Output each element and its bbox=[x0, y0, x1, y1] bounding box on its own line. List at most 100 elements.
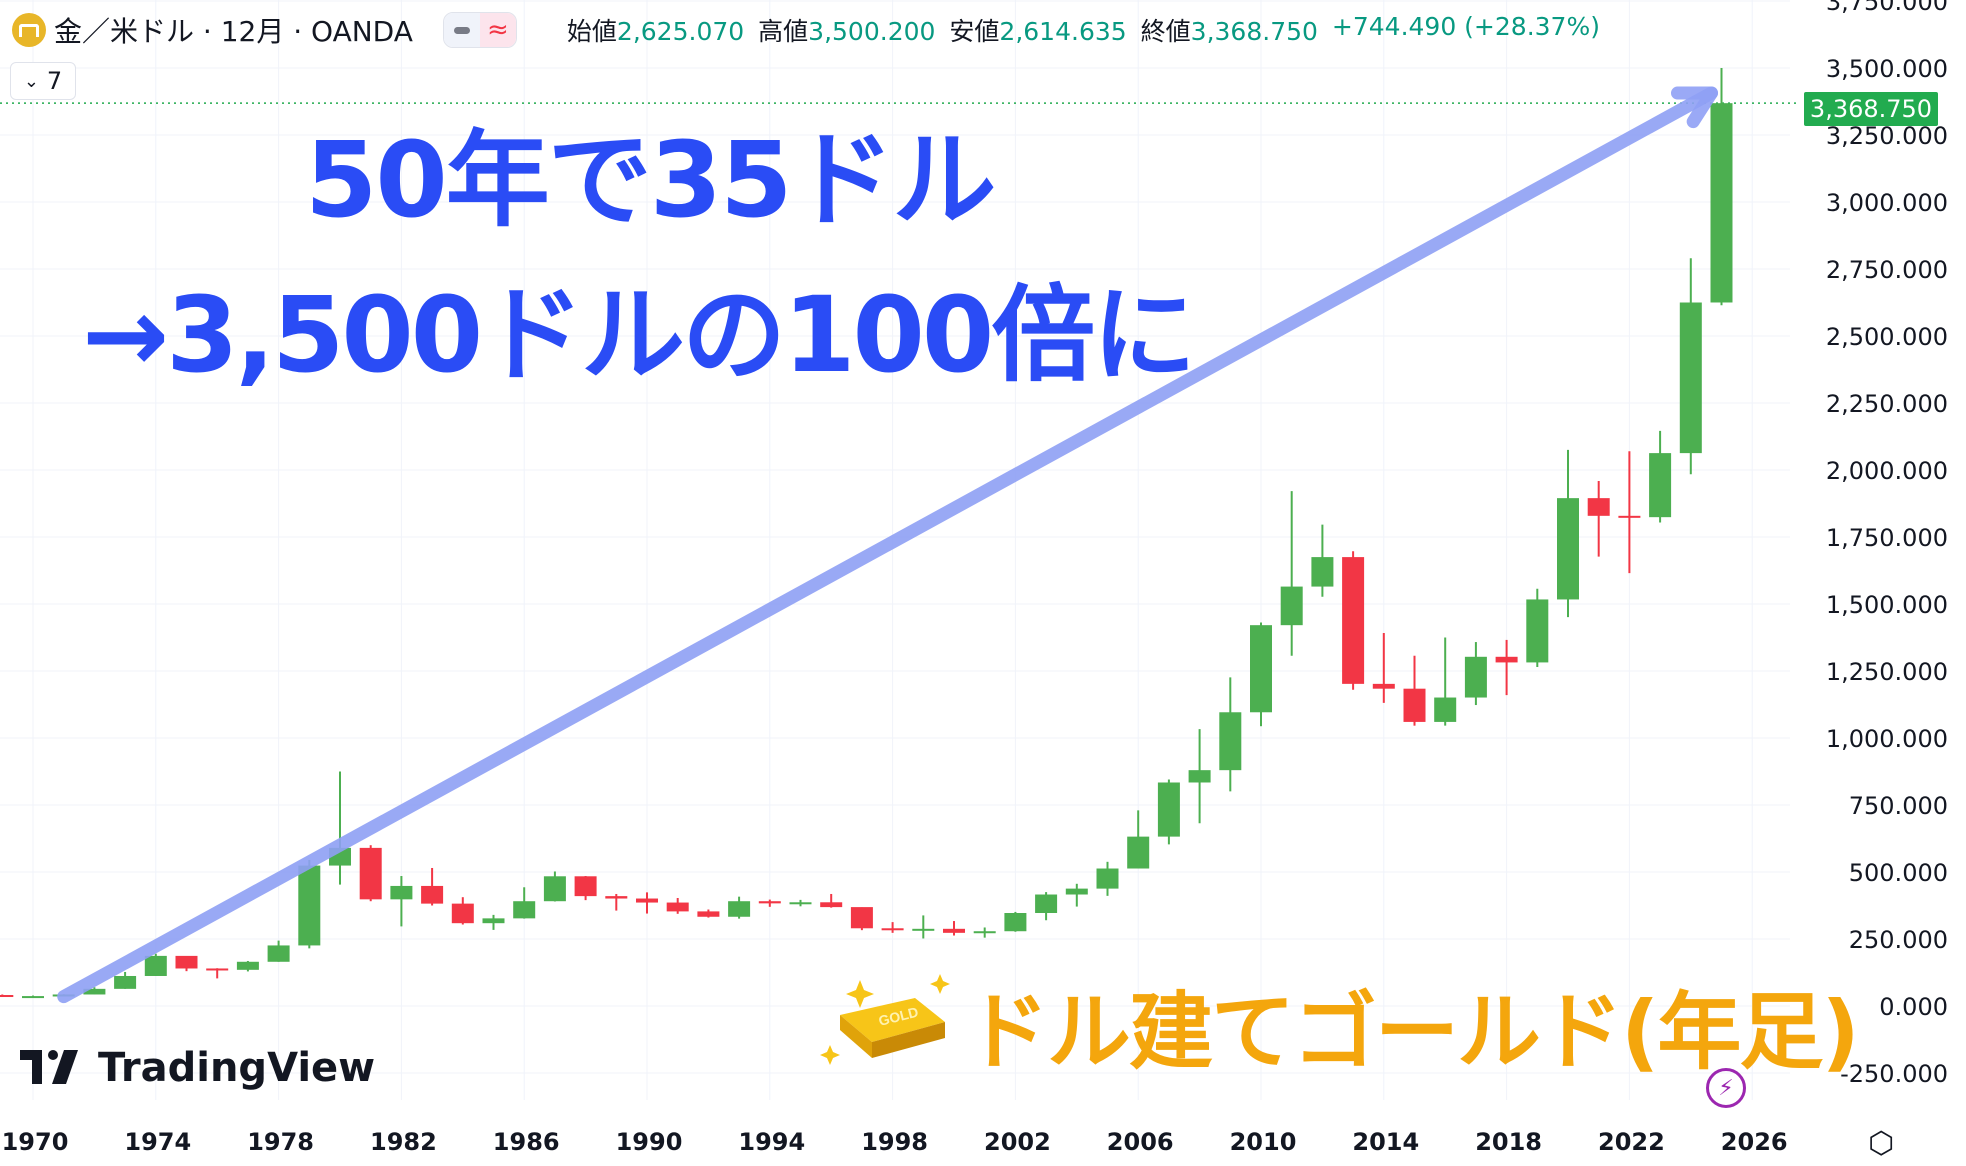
current-price-tag: 3,368.750 bbox=[1804, 92, 1938, 126]
high-value: 3,500.200 bbox=[808, 17, 936, 46]
candle-body bbox=[390, 885, 413, 900]
x-tick-label: 2010 bbox=[1230, 1128, 1297, 1156]
chart-grid bbox=[0, 0, 1800, 1100]
symbol-name[interactable]: 金／米ドル · 12月 · OANDA bbox=[54, 15, 413, 48]
x-tick-label: 2022 bbox=[1598, 1128, 1665, 1156]
candle-body bbox=[1096, 868, 1119, 889]
low-label: 安値 bbox=[949, 17, 1000, 46]
y-tick-label: 2,500.000 bbox=[1826, 323, 1948, 351]
candle-body bbox=[1495, 656, 1518, 663]
candle-body bbox=[1311, 557, 1334, 587]
x-tick-label: 2002 bbox=[984, 1128, 1051, 1156]
candle-body bbox=[1342, 557, 1365, 684]
candle-body bbox=[605, 896, 628, 899]
candle-body bbox=[666, 902, 689, 912]
candle-body bbox=[1403, 688, 1426, 722]
chevron-down-icon: ⌄ bbox=[23, 70, 39, 92]
gold-symbol-icon bbox=[12, 13, 46, 47]
tradingview-logo-text: TradingView bbox=[98, 1045, 376, 1091]
candle-body bbox=[0, 995, 14, 998]
candle-body bbox=[912, 928, 935, 931]
tradingview-logo[interactable]: TradingView bbox=[20, 1045, 375, 1091]
candle-body bbox=[298, 865, 321, 946]
chart-mode-toggle[interactable]: ≈ bbox=[442, 12, 517, 48]
y-tick-label: 3,500.000 bbox=[1826, 55, 1948, 83]
y-tick-label: 1,250.000 bbox=[1826, 658, 1948, 686]
candle-body bbox=[789, 902, 812, 905]
x-tick-label: 1994 bbox=[738, 1128, 805, 1156]
gold-bar-icon: GOLD bbox=[820, 960, 960, 1074]
candle-body bbox=[881, 928, 904, 931]
x-tick-label: 1970 bbox=[2, 1128, 69, 1156]
candle-body bbox=[1372, 683, 1395, 689]
price-axis: -250.000 0.000 250.000 500.000 750.000 1,000.… bbox=[1826, 0, 1948, 1088]
candle-body bbox=[1035, 894, 1058, 914]
close-label: 終値 bbox=[1140, 17, 1191, 46]
candle-body bbox=[1219, 712, 1242, 771]
candle-body bbox=[697, 911, 720, 917]
y-tick-label: 500.000 bbox=[1849, 859, 1948, 887]
x-tick-label: 1982 bbox=[370, 1128, 437, 1156]
headline-annotation-2: →3,500ドルの100倍に bbox=[82, 274, 1196, 396]
candle-body bbox=[820, 902, 843, 908]
candle-body bbox=[1587, 498, 1610, 516]
approx-icon[interactable]: ≈ bbox=[479, 13, 516, 47]
candle-body bbox=[83, 988, 106, 995]
ohlc-readout: 始値2,625.070 高値3,500.200 安値2,614.635 終値3,… bbox=[567, 12, 1600, 48]
candle-body bbox=[1004, 913, 1027, 932]
candle-body bbox=[1250, 625, 1272, 713]
headline-annotation: 50年で35ドル bbox=[305, 119, 996, 241]
close-value: 3,368.750 bbox=[1190, 17, 1318, 46]
candle-body bbox=[451, 903, 474, 924]
candle-body bbox=[206, 968, 229, 971]
x-tick-label: 2014 bbox=[1352, 1128, 1419, 1156]
x-tick-label: 1998 bbox=[861, 1128, 928, 1156]
y-tick-label: 2,750.000 bbox=[1826, 256, 1948, 284]
candle-body bbox=[1434, 697, 1457, 722]
candle-body bbox=[22, 996, 44, 999]
y-tick-label: 3,750.000 bbox=[1826, 0, 1948, 16]
y-tick-label: 3,000.000 bbox=[1826, 189, 1948, 217]
candle-body bbox=[1710, 103, 1733, 303]
x-tick-label: 1974 bbox=[124, 1128, 191, 1156]
chart-header: 金／米ドル · 12月 · OANDA ≈ 始値2,625.070 高値3,50… bbox=[12, 10, 1600, 50]
candle-body bbox=[359, 847, 382, 900]
open-value: 2,625.070 bbox=[616, 17, 745, 46]
candle-body bbox=[1649, 453, 1672, 518]
chart-title-annotation: ドル建てゴールド(年足) bbox=[965, 983, 1860, 1081]
low-value: 2,614.635 bbox=[999, 17, 1127, 46]
candle-body bbox=[175, 955, 198, 969]
x-tick-label: 1986 bbox=[493, 1128, 560, 1156]
minus-icon[interactable] bbox=[443, 13, 480, 47]
x-tick-label: 1990 bbox=[616, 1128, 683, 1156]
candle-body bbox=[482, 918, 505, 924]
candlestick-series bbox=[0, 67, 1733, 999]
open-label: 始値 bbox=[566, 17, 617, 46]
y-tick-label: 2,250.000 bbox=[1826, 390, 1948, 418]
y-tick-label: 1,500.000 bbox=[1826, 591, 1948, 619]
candle-body bbox=[144, 955, 167, 976]
candle-body bbox=[1464, 656, 1487, 698]
lightning-icon[interactable]: ⚡ bbox=[1706, 1068, 1746, 1108]
y-tick-label: 2,000.000 bbox=[1826, 457, 1948, 485]
candle-body bbox=[114, 975, 137, 989]
y-tick-label: 750.000 bbox=[1849, 792, 1948, 820]
candle-body bbox=[1557, 498, 1579, 600]
y-tick-label: 250.000 bbox=[1849, 926, 1948, 954]
candle-body bbox=[1157, 782, 1180, 837]
indicator-collapse-button[interactable]: ⌄ 7 bbox=[10, 62, 76, 100]
settings-hexagon-icon[interactable]: ⬡ bbox=[1868, 1126, 1895, 1161]
candle-body bbox=[1127, 836, 1150, 869]
candle-body bbox=[973, 931, 996, 934]
candle-body bbox=[574, 876, 597, 897]
y-tick-label: 1,000.000 bbox=[1826, 725, 1948, 753]
candle-body bbox=[943, 928, 965, 933]
candle-body bbox=[1280, 586, 1303, 626]
x-tick-label: 2006 bbox=[1107, 1128, 1174, 1156]
candle-body bbox=[513, 901, 536, 919]
candle-body bbox=[1065, 888, 1088, 895]
y-tick-label: 1,750.000 bbox=[1826, 524, 1948, 552]
candle-body bbox=[543, 876, 566, 902]
x-tick-label: 2018 bbox=[1475, 1128, 1542, 1156]
